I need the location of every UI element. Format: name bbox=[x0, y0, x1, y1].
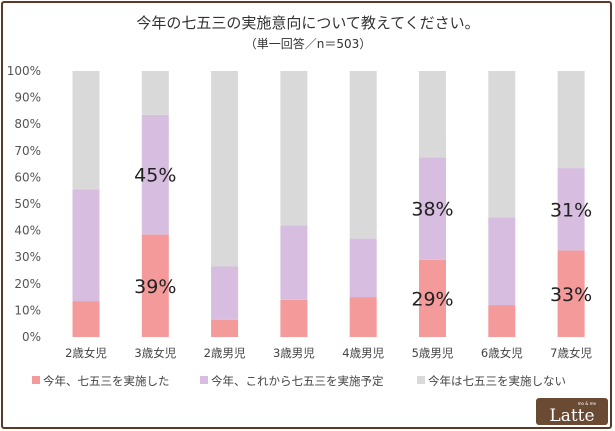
bar-segment bbox=[72, 301, 100, 337]
y-axis: 0% 10% 20% 30% 40% 50% 60% 70% 80% 90% 100% bbox=[7, 64, 41, 344]
data-label: 45% bbox=[134, 165, 176, 187]
x-tick-label: 7歳女児 bbox=[550, 346, 592, 360]
logo-text: Latte bbox=[549, 406, 594, 426]
bar-segment bbox=[557, 250, 585, 337]
x-tick-label: 4歳男児 bbox=[342, 346, 384, 360]
y-tick-label: 0% bbox=[22, 330, 41, 344]
y-tick-label: 20% bbox=[14, 277, 41, 291]
y-tick-label: 60% bbox=[14, 170, 41, 184]
y-tick-label: 100% bbox=[7, 64, 41, 78]
bars bbox=[72, 71, 585, 337]
bar-segment bbox=[488, 305, 516, 337]
legend-swatch bbox=[417, 376, 425, 384]
data-label: 38% bbox=[411, 199, 453, 221]
bar-segment bbox=[72, 71, 100, 190]
y-tick-label: 40% bbox=[14, 224, 41, 238]
data-label: 33% bbox=[550, 284, 592, 306]
x-axis: 2歳女児 3歳女児 2歳男児 3歳男児 4歳男児 5歳男児 6歳女児 7歳女児 bbox=[65, 346, 592, 360]
x-tick-label: 2歳女児 bbox=[65, 346, 107, 360]
bar-segment bbox=[349, 238, 377, 298]
legend-label: 今年、七五三を実施した bbox=[43, 374, 170, 388]
bar-segment bbox=[419, 71, 446, 158]
chart-title: 今年の七五三の実施意向について教えてください。 bbox=[136, 14, 479, 32]
bar-segment bbox=[419, 157, 446, 260]
data-labels: 39% 45% 29% 38% 33% 31% bbox=[134, 165, 592, 311]
x-tick-label: 5歳男児 bbox=[412, 346, 454, 360]
y-tick-label: 70% bbox=[14, 144, 41, 158]
y-tick-label: 30% bbox=[14, 250, 41, 264]
bar-segment bbox=[211, 71, 239, 267]
bar-segment bbox=[280, 299, 308, 337]
legend-swatch bbox=[32, 376, 40, 384]
chart-subtitle: （単一回答／n＝503） bbox=[245, 36, 372, 51]
bar-segment bbox=[488, 71, 516, 218]
legend-swatch bbox=[200, 376, 208, 384]
y-tick-label: 10% bbox=[14, 303, 41, 317]
bar-segment bbox=[557, 168, 585, 251]
bar-segment bbox=[141, 71, 169, 115]
y-tick-label: 90% bbox=[14, 91, 41, 105]
logo-badge bbox=[536, 398, 608, 425]
bar-segment bbox=[72, 189, 100, 302]
data-label: 39% bbox=[134, 276, 176, 298]
bar-segment bbox=[211, 319, 239, 337]
x-tick-label: 2歳男児 bbox=[204, 346, 246, 360]
bar-segment bbox=[557, 71, 585, 169]
x-tick-label: 6歳女児 bbox=[481, 346, 523, 360]
bar-segment bbox=[280, 225, 308, 300]
bar-segment bbox=[141, 234, 169, 337]
latte-logo: mo & me Latte bbox=[536, 398, 608, 426]
bar-segment bbox=[280, 71, 308, 226]
bar-segment bbox=[349, 297, 377, 337]
bar-segment bbox=[141, 114, 169, 235]
bar-segment bbox=[488, 217, 516, 306]
bar-segment bbox=[349, 71, 377, 239]
legend-label: 今年、これから七五三を実施予定 bbox=[211, 374, 384, 388]
bar-segment bbox=[211, 266, 239, 320]
y-tick-label: 80% bbox=[14, 117, 41, 131]
x-tick-label: 3歳男児 bbox=[273, 346, 315, 360]
data-label: 31% bbox=[550, 199, 592, 221]
legend-label: 今年は七五三を実施しない bbox=[428, 374, 566, 388]
y-tick-label: 50% bbox=[14, 197, 41, 211]
x-tick-label: 3歳女児 bbox=[134, 346, 176, 360]
legend: 今年、七五三を実施した 今年、これから七五三を実施予定 今年は七五三を実施しない bbox=[32, 374, 566, 388]
bar-segment bbox=[419, 259, 446, 337]
data-label: 29% bbox=[411, 288, 453, 310]
logo-small-text: mo & me bbox=[578, 401, 597, 406]
